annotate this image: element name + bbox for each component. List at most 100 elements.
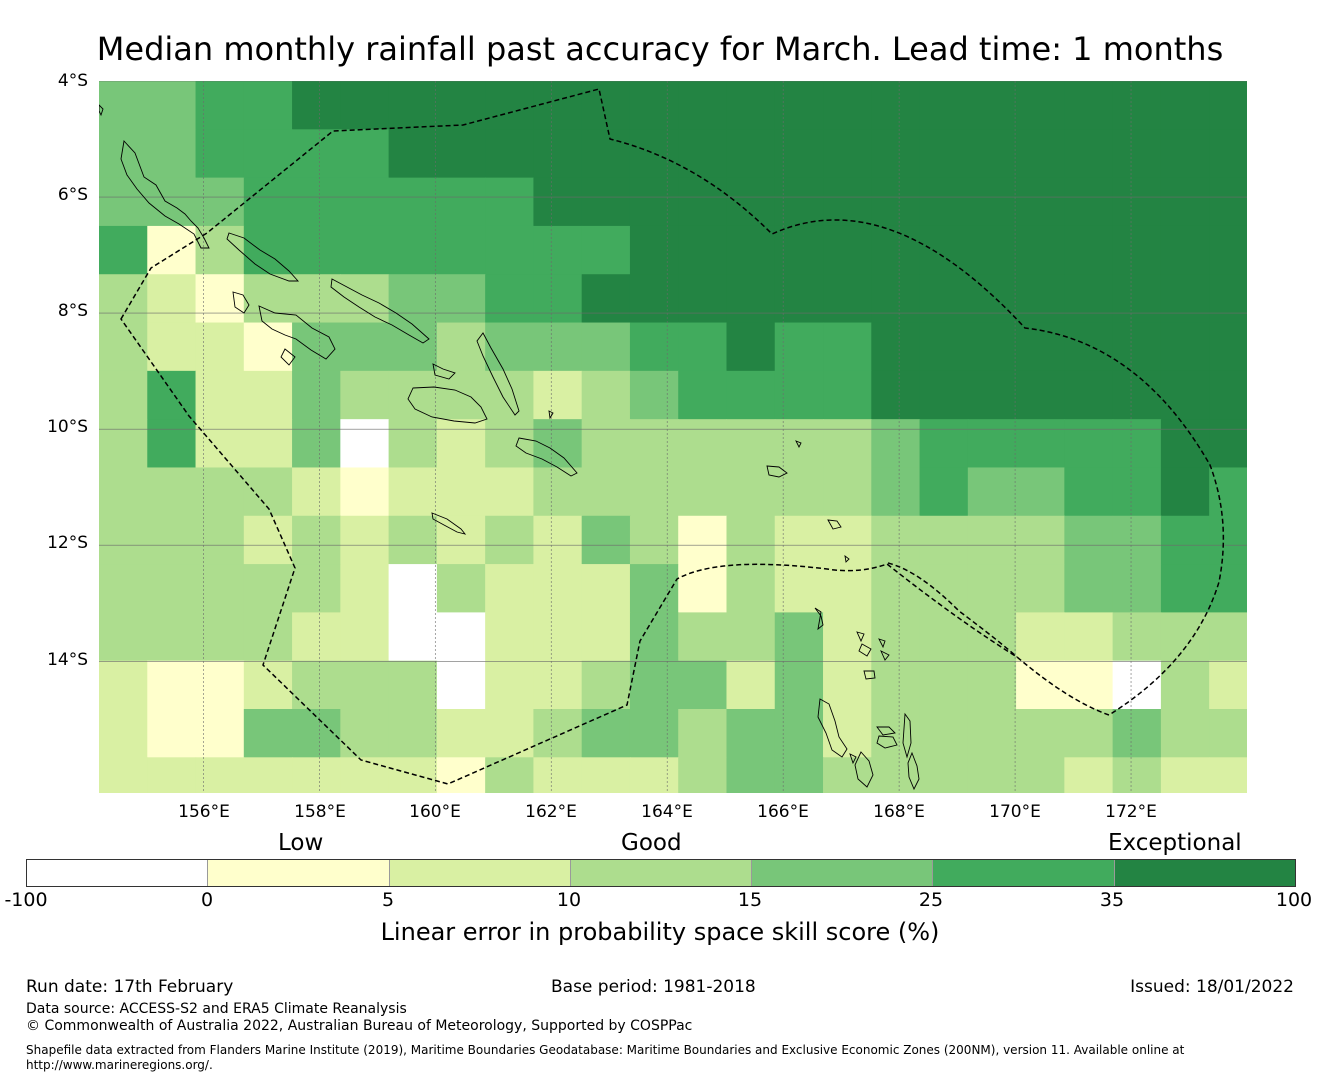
colorbar-tick: 10 [556,889,582,911]
grid-cell [726,177,776,227]
grid-cell [967,757,1017,793]
lon-label-158e: 158°E [294,802,346,822]
colorbar-tick: -100 [4,889,48,911]
grid-cell [1112,757,1162,793]
grid-cell [147,612,197,662]
grid-cell [1160,81,1210,130]
colorbar-tick: 35 [1099,889,1125,911]
grid-cell [243,129,293,179]
grid-cell [823,370,872,420]
grid-cell [871,757,921,793]
grid-cell [919,467,969,517]
island-buka [99,104,104,117]
eez-vanuatu [887,562,1018,658]
grid-cell [99,515,148,565]
grid-cell [726,419,776,469]
issued-date: Issued: 18/01/2022 [1130,977,1294,997]
grid-cell [485,129,535,179]
shapefile-credit: Shapefile data extracted from Flanders M… [26,1043,1185,1057]
grid-cell [1209,177,1247,227]
grid-cell [581,467,631,517]
lat-label-8s: 8°S [57,301,88,321]
grid-cell [1209,612,1247,662]
colorbar-label: Linear error in probability space skill … [380,918,940,946]
shapefile-url: http://www.marineregions.org/. [26,1058,213,1072]
island-new-georgia [258,305,336,360]
grid-cell [678,467,728,517]
grid-cell [1160,709,1210,758]
grid-cell [1160,467,1210,517]
grid-cell [533,757,583,793]
grid-cell [195,564,245,613]
grid-cell [1016,274,1065,324]
grid-cell [436,660,486,710]
lat-label-14s: 14°S [47,650,88,670]
colorbar-segment [933,860,1115,886]
grid-cell [340,177,390,227]
grid-cell [1112,177,1162,227]
island-malo [849,753,857,765]
grid-cell [485,322,535,372]
grid-cell [99,757,148,793]
grid-cell [147,81,197,130]
grid-cell [967,660,1017,710]
grid-cell [1064,467,1114,517]
grid-cell [823,129,872,179]
grid-cell [388,177,438,227]
grid-cell [1112,322,1162,372]
grid-cell [195,129,245,179]
grid-cell [340,225,390,275]
grid-cell [388,709,438,758]
grid-cell [1112,467,1162,517]
grid-cell [581,660,631,710]
grid-cell [99,467,148,517]
grid-cell [1064,81,1114,130]
grid-cell [195,419,245,469]
copyright: © Commonwealth of Australia 2022, Austra… [26,1018,693,1034]
island-espiritu-santo [817,698,848,758]
grid-cell [533,177,583,227]
grid-cell [533,81,583,130]
island-gaua [863,670,876,680]
grid-cell [436,322,486,372]
grid-cell [388,660,438,710]
grid-cell [243,515,293,565]
lon-label-164e: 164°E [641,802,693,822]
grid-cell [147,660,197,710]
grid-cell [967,709,1017,758]
island-choiseul [226,232,300,282]
grid-cell [629,177,679,227]
grid-cell [629,274,679,324]
grid-cell [629,612,679,662]
grid-cell [1209,129,1247,179]
grid-cell [581,709,631,758]
grid-cell [533,660,583,710]
grid-cell [1160,129,1210,179]
grid-cell [388,370,438,420]
grid-cell [629,467,679,517]
grid-cell [340,612,390,662]
lat-label-6s: 6°S [57,185,88,205]
grid-cell [919,322,969,372]
grid-cell [1209,467,1247,517]
grid-cell [871,467,921,517]
grid-cell [726,709,776,758]
grid-cell [1160,564,1210,613]
grid-cell [581,370,631,420]
island-santa-isabel [330,278,430,344]
grid-cell [774,225,824,275]
grid-cell [1160,274,1210,324]
grid-cell [1112,129,1162,179]
grid-cell [147,709,197,758]
grid-cell [436,177,486,227]
grid-cell [292,370,341,420]
grid-cell [919,564,969,613]
island-vanikoro [827,519,842,530]
grid-cell [629,322,679,372]
grid-cell [774,564,824,613]
grid-cell [581,515,631,565]
grid-cell [340,81,390,130]
grid-cell [533,274,583,324]
island-nggela [432,363,456,380]
grid-cell [871,370,921,420]
